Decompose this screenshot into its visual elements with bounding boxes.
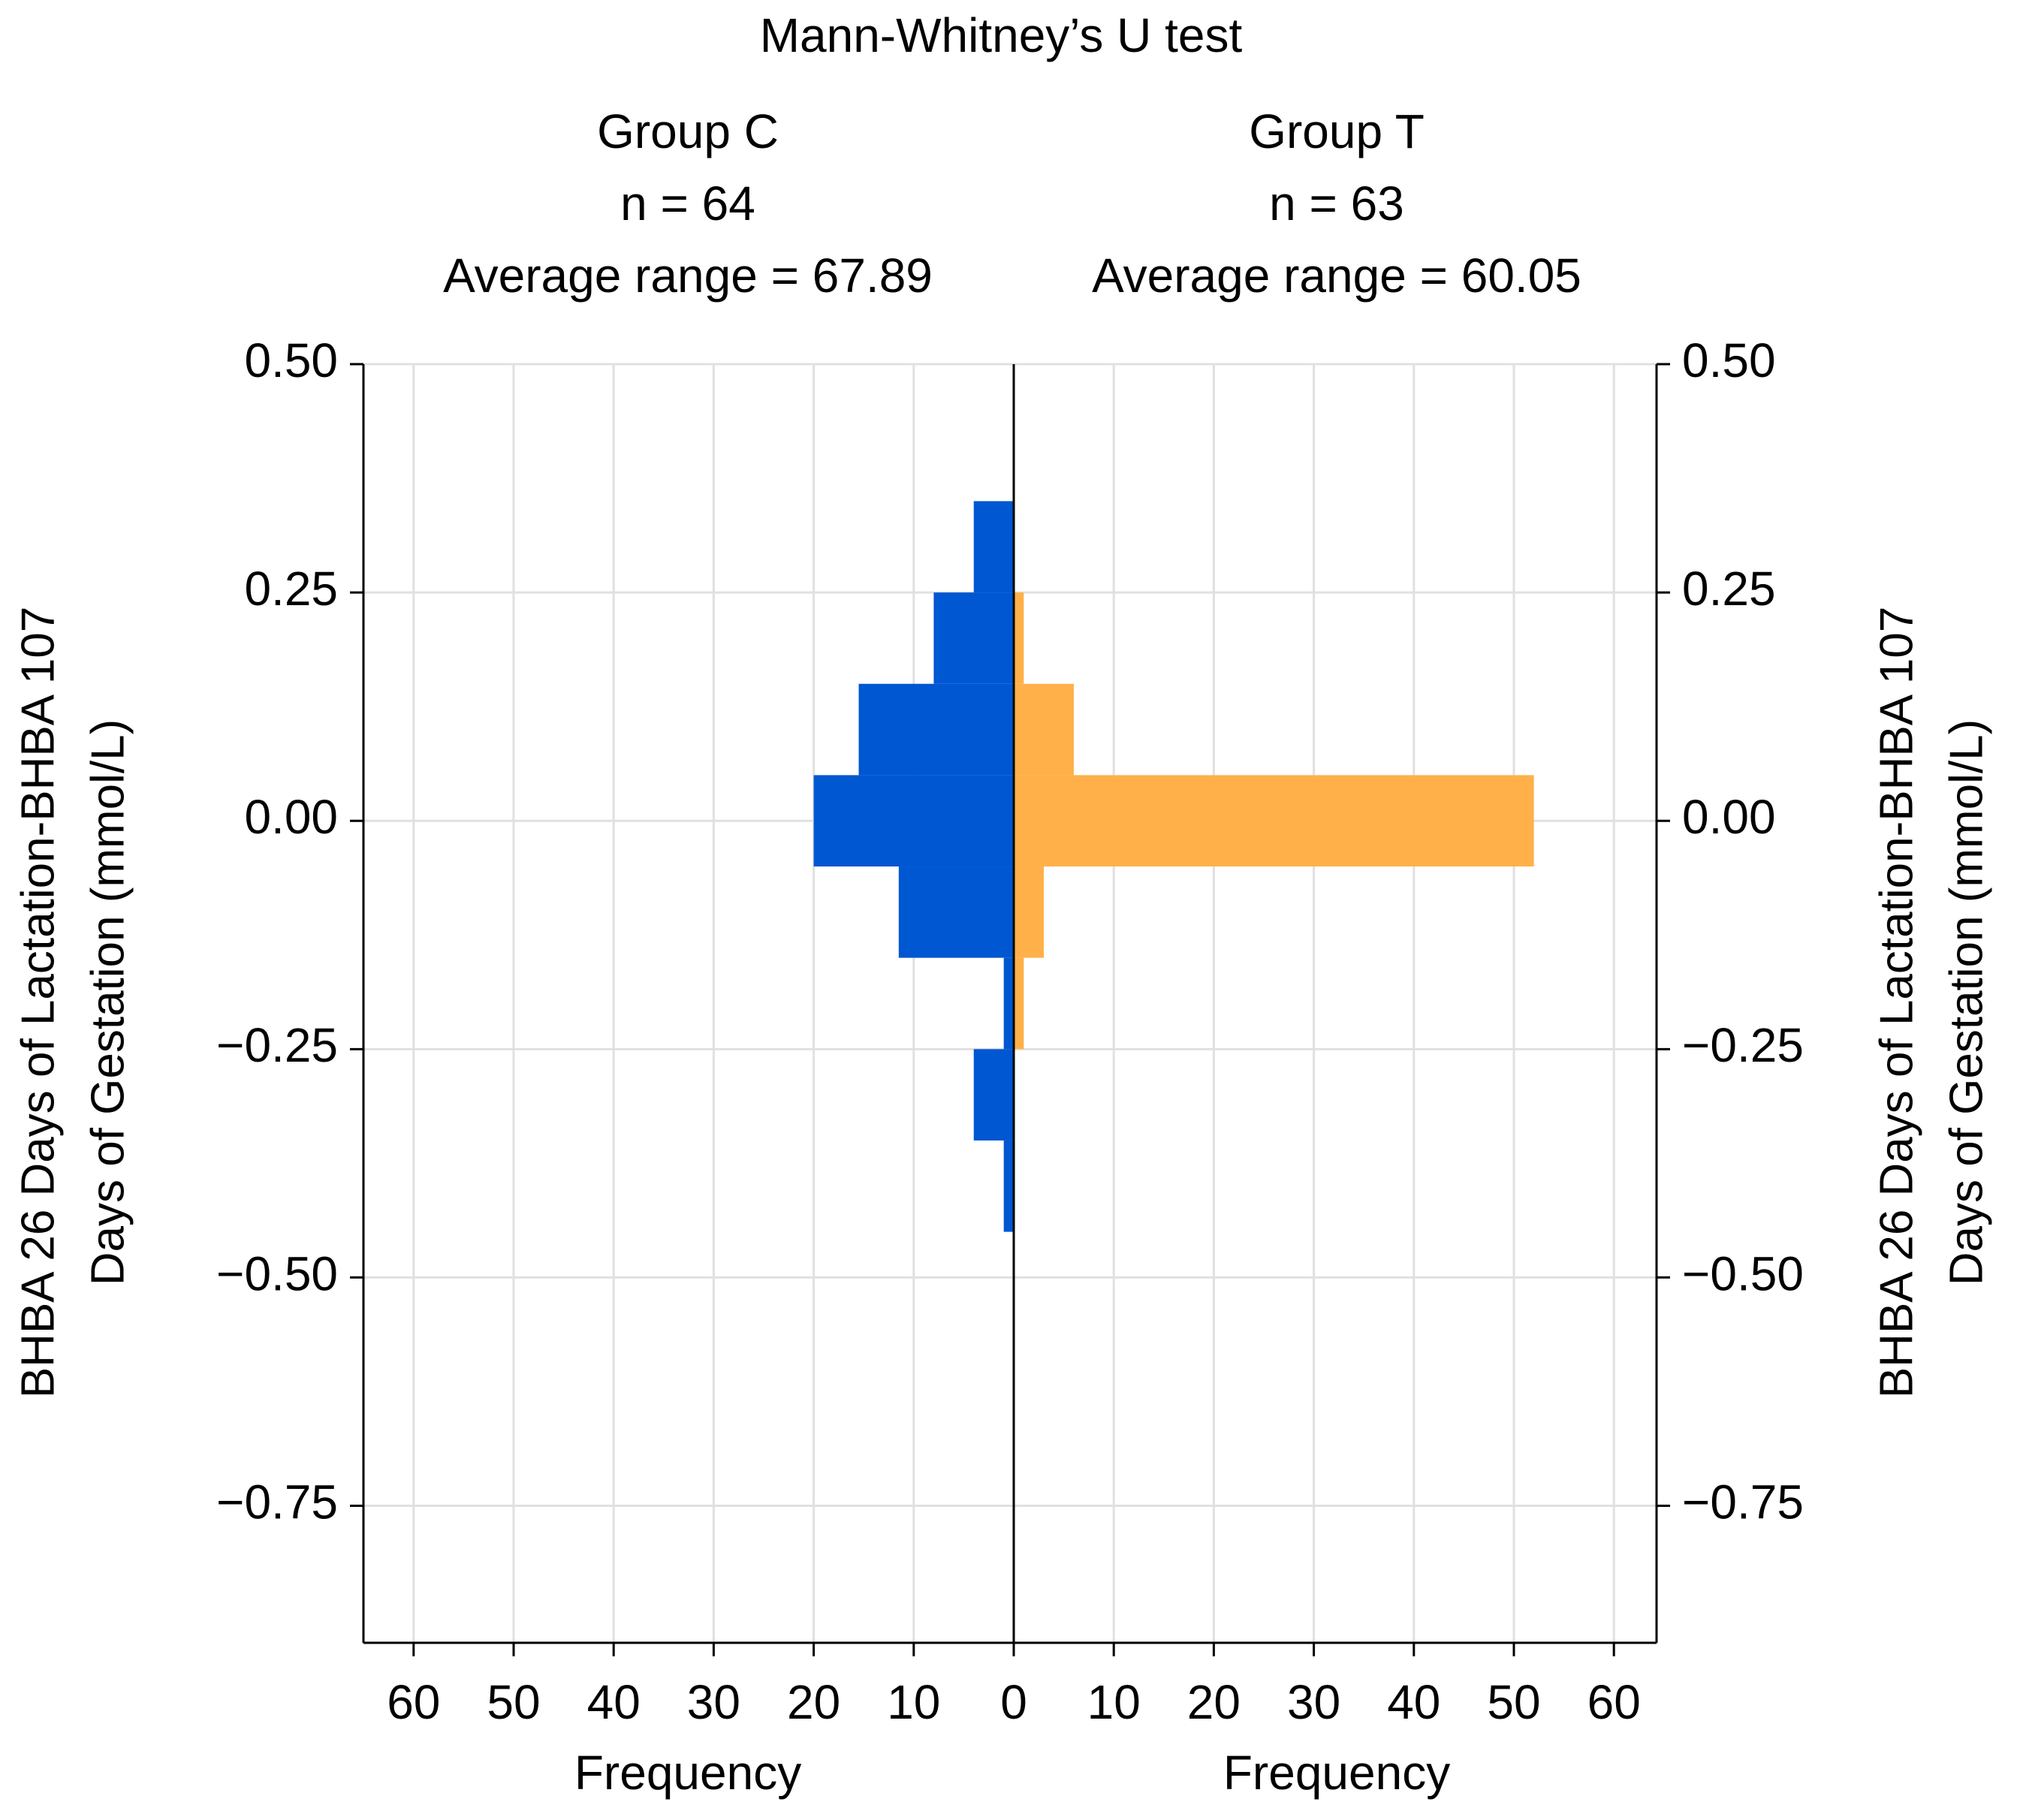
- group-t-bar: [1014, 866, 1044, 958]
- group-c-bar: [898, 866, 1014, 958]
- group-c-bar: [933, 592, 1014, 684]
- group-c-name: Group C: [597, 104, 779, 158]
- tick-labels: 0.50 0.50 0.25 0.25 0.00 0.00 −0.25 −0.25 −0.50 −…: [216, 333, 1804, 1729]
- histogram-bars: [813, 501, 1534, 1232]
- y-axis-title-right-line1: BHBA 26 Days of Lactation-BHBA 107: [1871, 607, 1922, 1399]
- y-tick-label-left: 0.50: [244, 333, 338, 387]
- x-tick-label-left: 60: [387, 1675, 440, 1729]
- group-c-bar: [973, 501, 1014, 593]
- y-tick-label-left: −0.75: [216, 1475, 338, 1529]
- x-axis-title-left: Frequency: [574, 1746, 801, 1800]
- x-tick-label-zero: 0: [1000, 1675, 1027, 1729]
- y-axis-title-right-line2: Days of Gestation (mmol/L): [1940, 719, 1992, 1286]
- group-c-bar: [1003, 957, 1014, 1050]
- group-t-bar: [1014, 592, 1024, 684]
- group-c-bar: [813, 775, 1014, 867]
- group-c-average: Average range = 67.89: [443, 249, 933, 303]
- x-tick-label-right: 50: [1487, 1675, 1540, 1729]
- y-tick-label-right: −0.25: [1682, 1018, 1804, 1072]
- y-tick-label-left: 0.00: [244, 790, 338, 844]
- group-t-average: Average range = 60.05: [1092, 249, 1581, 303]
- y-tick-label-right: 0.00: [1682, 790, 1776, 844]
- chart-title: Mann-Whitney’s U test: [760, 8, 1243, 62]
- x-tick-label-left: 10: [887, 1675, 940, 1729]
- x-tick-label-left: 30: [687, 1675, 740, 1729]
- x-tick-label-left: 40: [587, 1675, 641, 1729]
- group-t-bar: [1014, 957, 1024, 1050]
- x-tick-label-right: 10: [1087, 1675, 1141, 1729]
- group-t-bar: [1014, 683, 1074, 776]
- group-c-bar: [858, 683, 1014, 776]
- y-tick-label-left: 0.25: [244, 562, 338, 616]
- y-tick-label-right: 0.25: [1682, 562, 1776, 616]
- x-tick-label-left: 50: [487, 1675, 540, 1729]
- x-tick-label-right: 60: [1587, 1675, 1641, 1729]
- x-tick-label-right: 30: [1287, 1675, 1340, 1729]
- y-axis-title-left-line1: BHBA 26 Days of Lactation-BHBA 107: [12, 607, 64, 1399]
- group-c-bar: [1003, 1140, 1014, 1232]
- y-tick-label-left: −0.50: [216, 1246, 338, 1300]
- axes: [350, 363, 1670, 1656]
- y-axis-title-left-line2: Days of Gestation (mmol/L): [82, 719, 134, 1286]
- x-tick-label-right: 20: [1187, 1675, 1241, 1729]
- y-tick-label-right: 0.50: [1682, 333, 1776, 387]
- x-tick-label-left: 20: [787, 1675, 840, 1729]
- group-c-bar: [973, 1049, 1014, 1141]
- y-tick-label-right: −0.50: [1682, 1246, 1804, 1300]
- y-tick-label-right: −0.75: [1682, 1475, 1804, 1529]
- grid-lines: [363, 363, 1657, 1643]
- group-t-n: n = 63: [1269, 176, 1404, 231]
- y-tick-label-left: −0.25: [216, 1018, 338, 1072]
- x-tick-label-right: 40: [1387, 1675, 1440, 1729]
- group-t-bar: [1014, 775, 1534, 867]
- group-t-name: Group T: [1249, 104, 1425, 158]
- x-axis-title-right: Frequency: [1223, 1746, 1450, 1800]
- group-c-n: n = 64: [620, 176, 755, 231]
